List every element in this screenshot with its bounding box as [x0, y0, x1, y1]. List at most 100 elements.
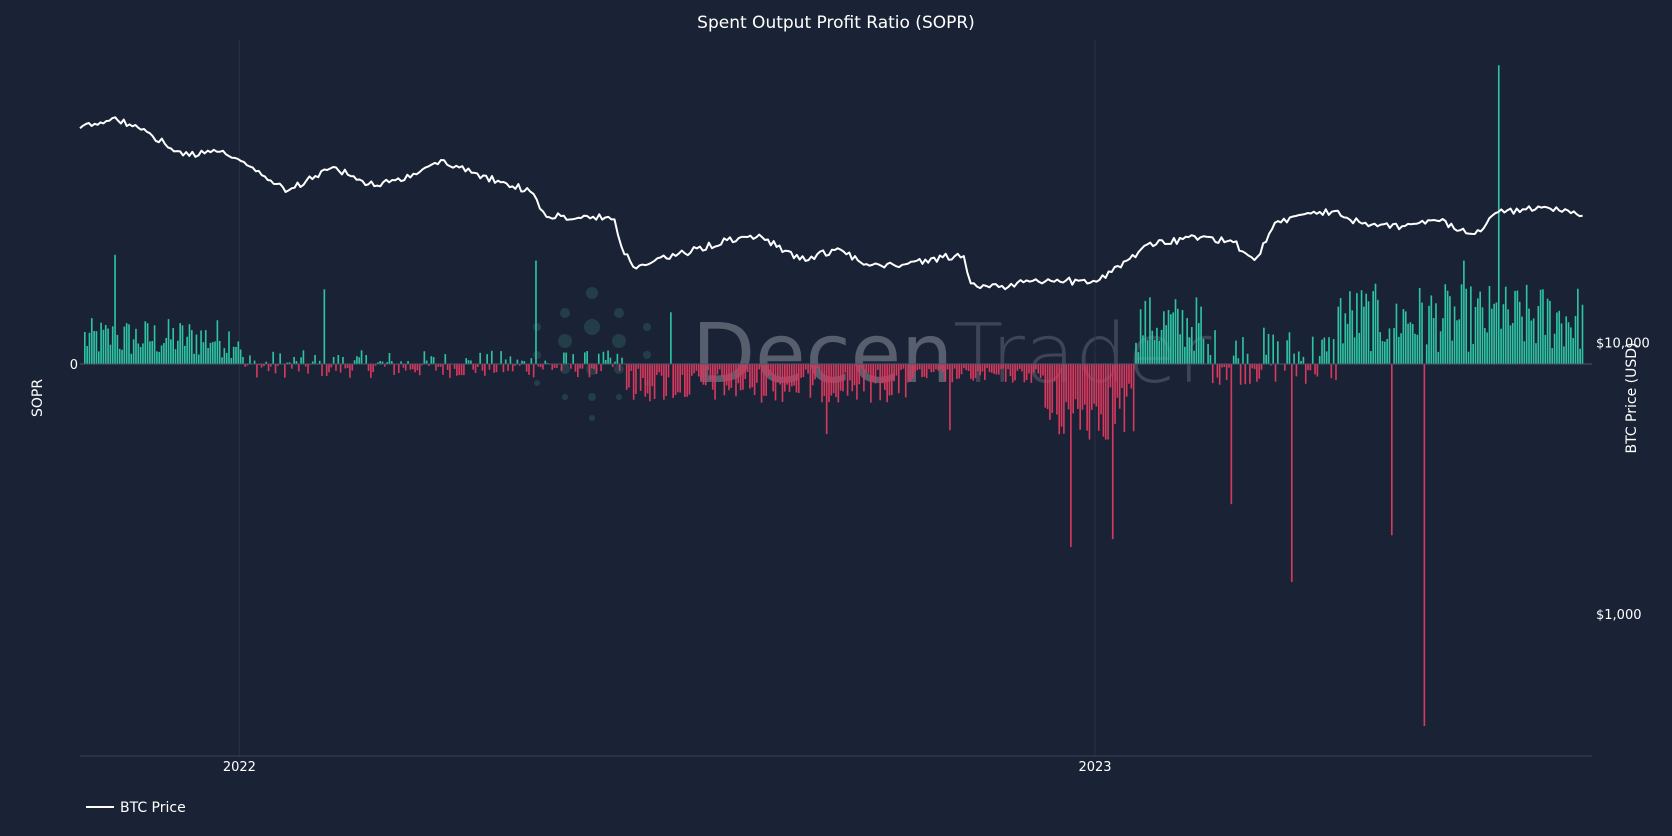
- sopr-bar: [1065, 364, 1068, 403]
- sopr-bar: [186, 336, 188, 364]
- sopr-bar: [137, 343, 140, 364]
- sopr-bar: [779, 364, 781, 385]
- sopr-bar: [644, 364, 647, 397]
- sopr-bar: [667, 364, 670, 378]
- sopr-bar: [1560, 323, 1563, 364]
- sopr-bar: [360, 350, 363, 364]
- sopr-bar: [884, 364, 886, 390]
- sopr-bar: [1184, 346, 1186, 364]
- sopr-bar: [618, 364, 621, 371]
- sopr-bar: [697, 364, 700, 377]
- sopr-bar: [346, 364, 349, 368]
- sopr-bar: [539, 364, 542, 368]
- sopr-bar: [402, 364, 405, 368]
- sopr-bar: [1453, 306, 1456, 364]
- sopr-bar: [993, 364, 995, 374]
- sopr-bar: [493, 364, 495, 373]
- sopr-bar: [267, 364, 270, 372]
- watermark-dot: [533, 323, 541, 331]
- sopr-bar: [1251, 364, 1254, 369]
- sopr-bar: [1484, 328, 1486, 364]
- sopr-bar: [642, 364, 644, 378]
- sopr-bar: [1556, 312, 1558, 364]
- sopr-bar: [495, 364, 498, 373]
- sopr-bar: [216, 320, 219, 364]
- sopr-bar: [763, 364, 765, 396]
- sopr-bar: [372, 364, 374, 373]
- sopr-bar: [100, 322, 102, 364]
- sopr-bar: [1544, 334, 1547, 364]
- sopr-bar: [1384, 341, 1386, 364]
- sopr-bar: [628, 364, 630, 388]
- sopr-bar: [1016, 364, 1019, 371]
- sopr-bar: [456, 364, 458, 376]
- sopr-bar: [472, 364, 474, 370]
- sopr-bar: [930, 364, 933, 373]
- sopr-bar: [1542, 289, 1544, 364]
- sopr-bar: [932, 364, 935, 372]
- sopr-bar: [318, 360, 321, 364]
- sopr-bar: [1346, 323, 1349, 364]
- sopr-bar: [735, 364, 737, 397]
- sopr-bar: [595, 364, 598, 375]
- sopr-bar: [339, 364, 342, 373]
- sopr-bar: [1518, 301, 1521, 364]
- sopr-bar: [1446, 290, 1449, 364]
- sopr-bar: [400, 361, 402, 364]
- sopr-bar: [1128, 364, 1130, 384]
- sopr-bar: [286, 362, 288, 364]
- sopr-bar: [1060, 364, 1063, 427]
- sopr-bar: [577, 364, 579, 378]
- sopr-bar: [600, 364, 602, 372]
- sopr-bar: [1395, 303, 1398, 364]
- sopr-bar: [793, 364, 795, 386]
- sopr-bar: [895, 364, 898, 376]
- sopr-bar: [1037, 364, 1040, 374]
- sopr-bar: [1135, 342, 1137, 364]
- sopr-bar: [788, 364, 791, 392]
- sopr-bar: [572, 354, 574, 364]
- sopr-bar: [1290, 364, 1293, 582]
- sopr-bar: [190, 330, 193, 364]
- sopr-bar: [681, 364, 684, 375]
- sopr-bar: [1230, 364, 1233, 505]
- sopr-bar: [1260, 364, 1263, 370]
- sopr-bar: [384, 364, 386, 367]
- sopr-bar: [1509, 325, 1512, 364]
- sopr-bar: [484, 364, 486, 376]
- sopr-bar: [553, 364, 556, 368]
- btc-price-line: [79, 116, 1583, 291]
- sopr-bar: [1488, 286, 1491, 364]
- sopr-bar: [721, 364, 723, 377]
- sopr-bar: [542, 364, 544, 370]
- sopr-bar: [528, 364, 530, 375]
- legend-label-btc-price[interactable]: BTC Price: [120, 800, 186, 816]
- sopr-bar: [907, 364, 909, 383]
- sopr-bar: [288, 362, 291, 364]
- sopr-bar: [1349, 291, 1351, 364]
- sopr-bar: [1367, 301, 1370, 364]
- y2-tick-1000: $1,000: [1596, 608, 1642, 623]
- sopr-bar: [332, 356, 335, 364]
- sopr-bar: [1132, 364, 1135, 432]
- sopr-bar: [474, 364, 477, 373]
- sopr-bar: [832, 364, 835, 394]
- watermark-dot: [562, 394, 568, 400]
- sopr-bar: [711, 364, 714, 390]
- x-tick-2022: 2022: [223, 760, 256, 775]
- sopr-bar: [737, 364, 740, 384]
- sopr-bar: [1253, 364, 1256, 370]
- sopr-bar: [700, 364, 702, 380]
- sopr-bar: [444, 354, 447, 364]
- sopr-bar: [751, 364, 754, 388]
- sopr-bar: [995, 364, 998, 375]
- sopr-bar: [530, 358, 533, 364]
- sopr-bar: [746, 364, 749, 372]
- legend[interactable]: BTC Price: [86, 800, 186, 816]
- sopr-bar: [453, 364, 456, 369]
- sopr-bar: [739, 364, 742, 391]
- sopr-bar: [365, 355, 368, 364]
- sopr-bar: [811, 364, 814, 386]
- sopr-bar: [1200, 306, 1202, 364]
- sopr-bar: [911, 364, 914, 379]
